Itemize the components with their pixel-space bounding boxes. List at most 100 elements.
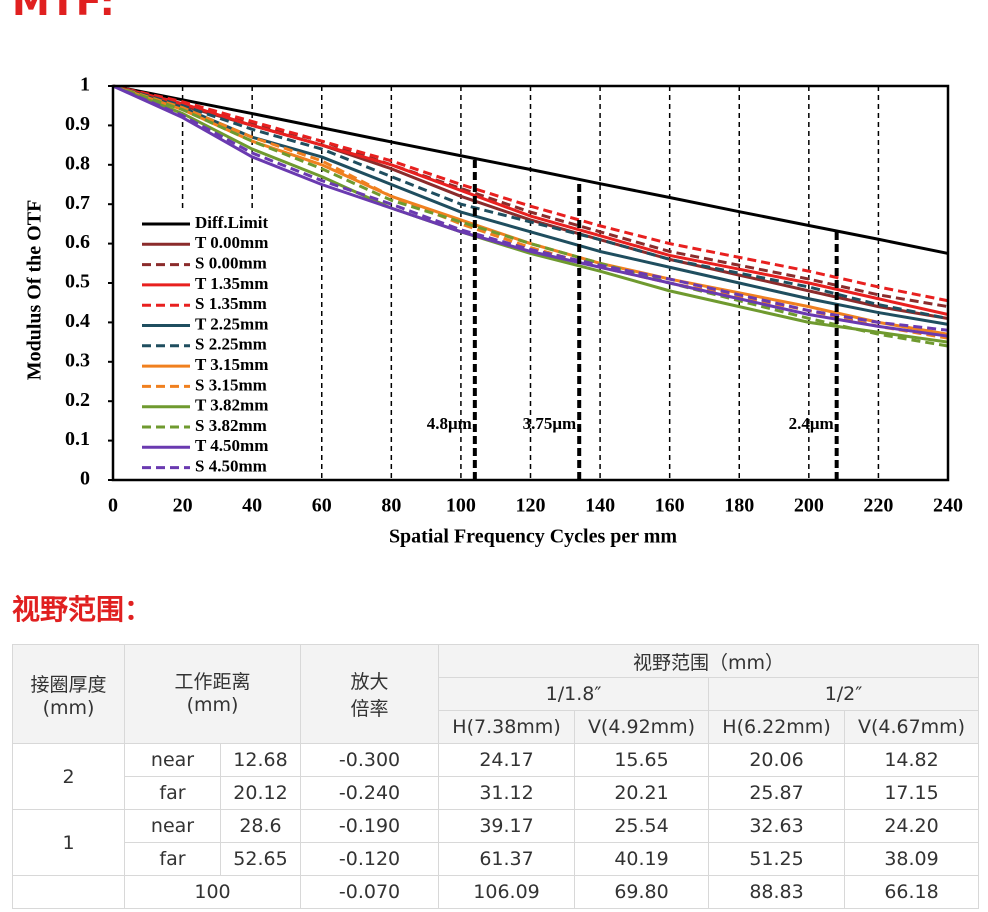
header-cell: H(6.22mm) [708, 710, 846, 744]
series-line [112, 84, 949, 316]
fov-table: 接圈厚度 (mm) 工作距离 (mm) 放大 倍率 视野范围（mm） 1/1.8″ 1… [12, 644, 980, 909]
table-cell: 51.25 [708, 842, 846, 876]
table-cell: 28.6 [219, 809, 302, 843]
series-line [112, 84, 949, 309]
legend-label: S 2.25mm [195, 335, 267, 354]
y-axis-label: Modulus Of the OTF [24, 200, 46, 381]
legend-label: T 3.82mm [195, 396, 268, 415]
series-line [112, 84, 949, 336]
marker-label: 4.8μm [427, 414, 472, 433]
table-cell: 24.20 [844, 809, 980, 843]
y-tick-label: 0.3 [65, 349, 90, 371]
header-text: (mm) [186, 694, 239, 716]
header-cell: 接圈厚度 (mm) [12, 644, 125, 744]
series-line [112, 84, 949, 320]
table-cell: 15.65 [574, 743, 710, 777]
plot-frame [111, 84, 950, 482]
y-tick-label: 0.7 [65, 192, 90, 214]
chart: Spatial Frequency Cycles per mm Modulus … [24, 74, 963, 548]
table-cell: 25.54 [574, 809, 710, 843]
table-cell: 20.06 [708, 743, 846, 777]
x-tick-label: 200 [794, 495, 824, 517]
header-cell: 1/2″ [708, 677, 980, 711]
y-tick-label: 0.9 [65, 113, 90, 135]
y-tick-label: 1 [80, 74, 90, 96]
x-tick-label: 120 [516, 495, 546, 517]
table-cell: 106.09 [438, 875, 576, 909]
x-axis-label: Spatial Frequency Cycles per mm [389, 526, 677, 548]
x-tick-label: 160 [655, 495, 685, 517]
header-cell: H(7.38mm) [438, 710, 576, 744]
table-cell: -0.300 [300, 743, 440, 777]
x-tick-label: 0 [108, 495, 118, 517]
x-tick-label: 240 [933, 495, 963, 517]
series-line [112, 84, 949, 348]
table-row: 1 near 28.6 -0.190 39.17 25.54 32.63 24.20 [12, 809, 980, 876]
table-row: 100 -0.070 106.09 69.80 88.83 66.18 [12, 875, 980, 909]
table-cell: -0.070 [300, 875, 440, 909]
header-text: 接圈厚度 [30, 673, 107, 696]
marker-label: 2.4μm [789, 414, 834, 433]
y-tick-label: 0.8 [65, 152, 90, 174]
x-tick-label: 180 [724, 495, 754, 517]
table-cell: near [124, 809, 221, 843]
x-tick-label: 220 [863, 495, 893, 517]
table-cell: 39.17 [438, 809, 576, 843]
legend-label: T 3.15mm [195, 355, 268, 374]
table-cell: 61.37 [438, 842, 576, 876]
marker-label: 3.75μm [523, 414, 577, 433]
table-cell: 20.12 [219, 776, 302, 810]
table-cell: 2 [12, 743, 125, 810]
series-line [112, 84, 949, 332]
table-cell: near [124, 743, 221, 777]
table-cell: -0.120 [300, 842, 440, 876]
table-row: far 52.65 -0.120 61.37 40.19 51.25 38.09 [13, 842, 980, 876]
y-tick-label: 0.6 [65, 231, 90, 253]
table-body: 2 near 12.68 -0.300 24.17 15.65 20.06 14.82 far 2… [12, 743, 980, 909]
table-cell: 1 [12, 809, 125, 876]
table-cell: 32.63 [708, 809, 846, 843]
table-cell: 38.09 [844, 842, 980, 876]
table-cell: far [124, 776, 221, 810]
y-tick-label: 0 [80, 468, 90, 490]
table-cell: 40.19 [574, 842, 710, 876]
x-tick-label: 20 [173, 495, 193, 517]
legend-label: S 0.00mm [195, 254, 267, 273]
heading: MTF: [12, 0, 115, 24]
legend-label: Diff.Limit [195, 213, 269, 232]
series-line [112, 84, 949, 344]
legend-label: T 0.00mm [195, 233, 268, 252]
table-cell: 66.18 [844, 875, 980, 909]
table-cell: 100 [123, 875, 302, 909]
table-cell [12, 875, 125, 909]
table-cell: 24.17 [438, 743, 576, 777]
header-cell: V(4.67mm) [844, 710, 980, 744]
table-cell: 17.15 [844, 776, 980, 810]
x-tick-label: 40 [242, 495, 262, 517]
legend-label: S 1.35mm [195, 294, 267, 313]
series-line [112, 84, 949, 338]
header-text: 放大 [350, 671, 389, 693]
series-line [112, 84, 949, 303]
x-tick-label: 140 [585, 495, 615, 517]
section-title: 视野范围： [12, 593, 153, 626]
x-tick-label: 60 [312, 495, 332, 517]
table-cell: 31.12 [438, 776, 576, 810]
table-cell: -0.190 [300, 809, 440, 843]
series-line [112, 84, 949, 255]
x-tick-label: 100 [446, 495, 476, 517]
table-cell: 20.21 [574, 776, 710, 810]
legend-label: S 4.50mm [195, 457, 267, 476]
legend-label: T 1.35mm [195, 274, 268, 293]
header-cell: 1/1.8″ [438, 677, 710, 711]
table-cell: 12.68 [219, 743, 302, 777]
table-cell: far [124, 842, 221, 876]
y-tick-label: 0.2 [65, 389, 90, 411]
header-cell: 工作距离 (mm) [123, 644, 302, 744]
header-cell: V(4.92mm) [574, 710, 710, 744]
table-row: far 20.12 -0.240 31.12 20.21 25.87 17.15 [13, 776, 980, 810]
table-cell: 14.82 [844, 743, 980, 777]
y-tick-label: 0.4 [65, 310, 90, 332]
table-cell: 88.83 [708, 875, 846, 909]
